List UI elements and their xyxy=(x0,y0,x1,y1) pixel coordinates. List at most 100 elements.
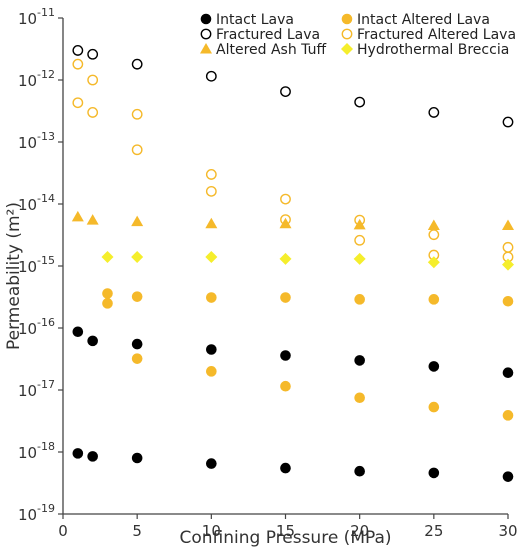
y-tick-exponent: -15 xyxy=(37,254,55,267)
y-tick-exponent: -14 xyxy=(37,192,55,205)
x-tick-label: 25 xyxy=(424,522,443,540)
y-tick-base: 10 xyxy=(18,382,37,400)
y-tick-label: 10-15 xyxy=(18,254,55,276)
point-intact-altered-lava xyxy=(428,401,440,413)
y-tick-base: 10 xyxy=(18,506,37,524)
x-tick-label: 0 xyxy=(58,522,68,540)
x-tick-label: 30 xyxy=(498,522,517,540)
point-fractured-altered-lava xyxy=(87,74,99,86)
point-fractured-altered-lava xyxy=(72,97,84,109)
point-intact-altered-lava xyxy=(206,366,217,377)
point-hydrothermal-breccia xyxy=(427,256,440,269)
point-fractured-lava xyxy=(131,58,143,70)
point-intact-lava xyxy=(131,338,143,350)
point-intact-lava xyxy=(354,465,365,477)
point-intact-altered-lava xyxy=(102,298,113,309)
legend: Intact Lava Intact Altered LavaFractured … xyxy=(200,12,516,58)
point-altered-ash-tuff xyxy=(205,217,218,229)
point-altered-ash-tuff xyxy=(353,218,366,230)
point-intact-altered-lava xyxy=(206,292,217,303)
y-tick-exponent: -11 xyxy=(37,6,55,19)
point-fractured-altered-lava xyxy=(502,241,514,253)
point-fractured-altered-lava xyxy=(205,185,217,197)
point-intact-lava xyxy=(280,462,291,474)
x-axis-title: Confining Pressure (MPa) xyxy=(179,528,391,548)
y-tick-label: 10-17 xyxy=(18,378,55,400)
legend-label-intact-lava: Intact Lava xyxy=(216,12,294,28)
x-tick-label: 5 xyxy=(132,522,142,540)
point-fractured-lava xyxy=(502,116,514,128)
legend-label-hydrothermal-breccia: Hydrothermal Breccia xyxy=(357,42,509,58)
point-fractured-lava xyxy=(428,107,440,118)
y-axis-title: Permeability (m²) xyxy=(4,202,24,350)
y-tick-label: 10-13 xyxy=(18,130,55,152)
legend-marker-intact-altered-lava xyxy=(341,13,353,25)
point-altered-ash-tuff xyxy=(279,217,292,229)
legend-label-altered-ash-tuff: Altered Ash Tuff xyxy=(216,42,326,58)
point-intact-altered-lava xyxy=(131,291,143,302)
y-tick-base: 10 xyxy=(18,72,37,90)
point-fractured-lava xyxy=(72,45,84,56)
legend-label-fractured-altered-lava: Fractured Altered Lava xyxy=(357,27,516,43)
tick-marks xyxy=(58,17,509,519)
y-tick-exponent: -18 xyxy=(37,440,55,453)
y-tick-label: 10-12 xyxy=(18,68,55,90)
point-fractured-lava xyxy=(280,86,291,97)
y-tick-exponent: -16 xyxy=(37,316,55,329)
point-intact-altered-lava xyxy=(280,380,291,392)
point-intact-lava xyxy=(428,361,440,372)
point-intact-altered-lava xyxy=(102,288,113,299)
point-fractured-altered-lava xyxy=(428,229,440,241)
point-intact-altered-lava xyxy=(502,295,514,307)
point-altered-ash-tuff xyxy=(86,214,99,225)
point-hydrothermal-breccia xyxy=(131,250,144,263)
y-tick-base: 10 xyxy=(18,444,37,462)
x-tick-label: 15 xyxy=(276,522,295,540)
point-hydrothermal-breccia xyxy=(353,252,366,265)
point-fractured-altered-lava xyxy=(205,169,217,180)
x-tick-label: 10 xyxy=(202,522,221,540)
y-tick-base: 10 xyxy=(18,258,37,276)
y-tick-label: 10-19 xyxy=(18,502,55,524)
y-tick-label: 10-16 xyxy=(18,316,55,338)
legend-marker-fractured-altered-lava xyxy=(341,28,353,40)
y-tick-label: 10-18 xyxy=(18,440,55,462)
point-altered-ash-tuff xyxy=(502,219,514,231)
data-points xyxy=(71,45,514,482)
y-tick-exponent: -17 xyxy=(37,378,55,391)
y-tick-label: 10-11 xyxy=(18,6,55,28)
point-intact-lava xyxy=(502,367,514,379)
y-tick-label: 10-14 xyxy=(18,192,55,214)
point-intact-lava xyxy=(502,471,514,482)
point-intact-lava xyxy=(72,448,84,459)
legend-marker-fractured-lava xyxy=(200,28,212,40)
point-fractured-altered-lava xyxy=(72,58,84,70)
point-intact-altered-lava xyxy=(354,294,365,305)
point-fractured-altered-lava xyxy=(131,108,143,120)
legend-marker-altered-ash-tuff xyxy=(200,43,212,54)
point-hydrothermal-breccia xyxy=(101,250,114,263)
point-fractured-altered-lava xyxy=(354,234,366,246)
point-intact-altered-lava xyxy=(428,294,440,305)
point-intact-lava xyxy=(206,458,217,469)
legend-marker-intact-lava xyxy=(200,13,212,25)
point-intact-lava xyxy=(206,344,217,355)
point-intact-lava xyxy=(131,452,143,464)
point-intact-altered-lava xyxy=(502,410,514,421)
y-tick-exponent: -19 xyxy=(37,502,55,515)
point-altered-ash-tuff xyxy=(131,215,144,227)
point-altered-ash-tuff xyxy=(427,219,440,231)
legend-marker-hydrothermal-breccia xyxy=(341,43,353,55)
point-intact-lava xyxy=(280,350,291,361)
y-tick-base: 10 xyxy=(18,10,37,28)
y-tick-base: 10 xyxy=(18,320,37,338)
point-fractured-altered-lava xyxy=(131,144,143,156)
point-intact-lava xyxy=(428,467,440,479)
point-intact-lava xyxy=(72,326,84,338)
tick-labels: 0 5 10 15 20 25 3010-1910-1810-1710-1610-1510-… xyxy=(18,6,518,540)
point-intact-altered-lava xyxy=(354,392,365,404)
point-fractured-altered-lava xyxy=(280,193,291,205)
point-fractured-lava xyxy=(205,70,217,82)
point-intact-lava xyxy=(87,451,98,462)
